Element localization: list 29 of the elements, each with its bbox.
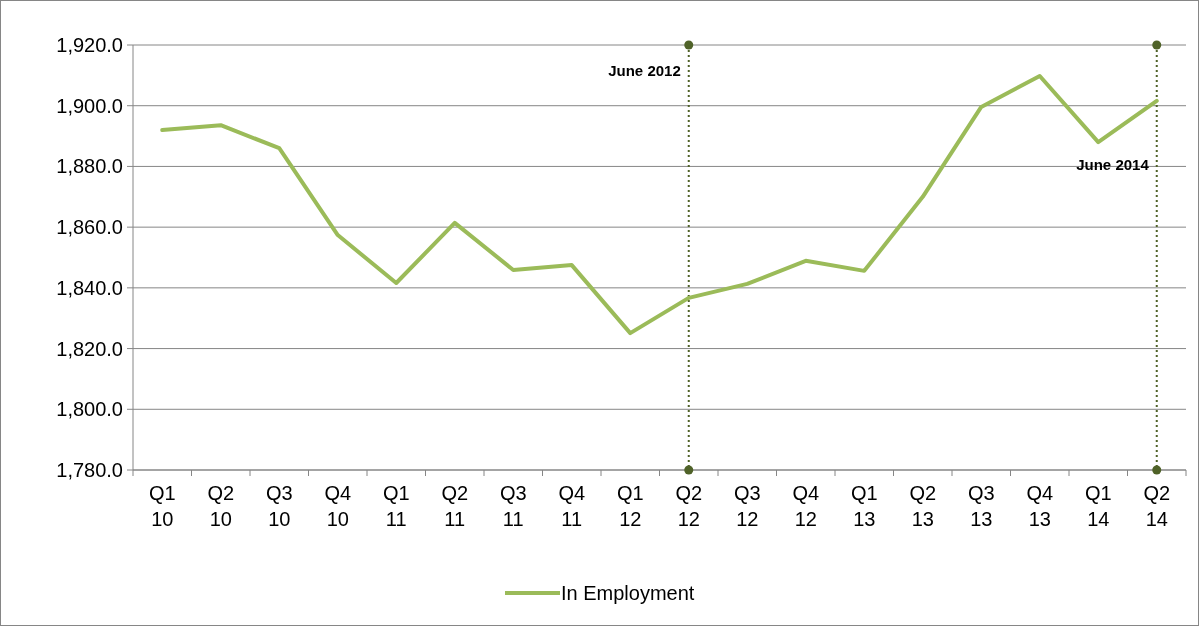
y-tick-label: 1,840.0 — [56, 276, 123, 299]
y-tick-label: 1,800.0 — [56, 398, 123, 421]
x-tick-label: Q1 11 — [382, 482, 410, 530]
legend-label: In Employment — [561, 582, 695, 604]
y-tick-label: 1,820.0 — [56, 337, 123, 360]
ref-line-label: June 2014 — [1076, 156, 1150, 173]
x-tick-label: Q2 11 — [441, 482, 469, 530]
x-tick-label: Q3 11 — [499, 482, 527, 530]
y-tick-label: 1,880.0 — [56, 155, 123, 178]
x-tick-label: Q3 10 — [265, 482, 293, 530]
x-tick-label: Q4 11 — [558, 482, 586, 530]
x-tick-label: Q1 12 — [616, 482, 644, 530]
x-tick-label: Q4 13 — [1026, 482, 1054, 530]
y-tick-label: 1,920.0 — [56, 34, 123, 56]
x-tick-label: Q1 13 — [850, 482, 878, 530]
ref-line-label: June 2012 — [608, 62, 681, 79]
x-tick-label: Q3 13 — [967, 482, 995, 530]
y-tick-label: 1,860.0 — [56, 216, 123, 239]
x-tick-label: Q2 14 — [1143, 482, 1171, 530]
y-tick-label: 1,900.0 — [56, 94, 123, 117]
x-tick-label: Q2 10 — [207, 482, 235, 530]
x-tick-label: Q1 14 — [1084, 482, 1112, 530]
y-tick-label: 1,780.0 — [56, 459, 123, 481]
x-tick-label: Q2 12 — [675, 482, 703, 530]
x-tick-label: Q4 12 — [792, 482, 820, 530]
x-tick-label: Q2 13 — [909, 482, 937, 530]
x-tick-label: Q4 10 — [324, 482, 352, 530]
x-tick-label: Q1 10 — [148, 482, 176, 530]
x-tick-label: Q3 12 — [733, 482, 761, 530]
